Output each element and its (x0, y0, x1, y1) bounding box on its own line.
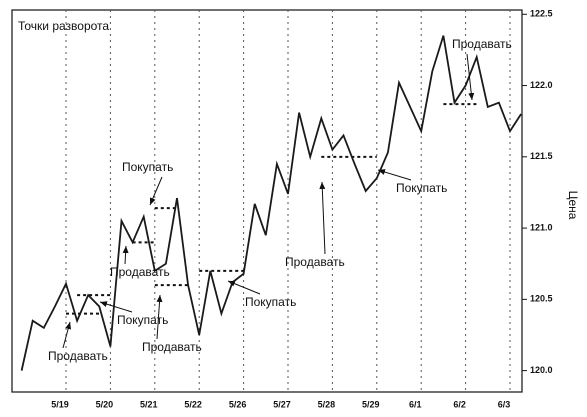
annotation-arrow (62, 321, 72, 349)
annotation: Покупать (396, 181, 447, 195)
x-tick-label: 6/2 (453, 399, 466, 409)
x-tick-label: 5/28 (318, 399, 336, 409)
x-tick-label: 5/21 (140, 399, 158, 409)
x-tick-label: 5/22 (184, 399, 202, 409)
annotation: Продавать (110, 265, 170, 279)
annotation-arrow (149, 176, 163, 206)
annotation: Продавать (142, 340, 202, 354)
x-tick-label: 6/1 (409, 399, 422, 409)
y-axis-label: Цена (566, 191, 580, 220)
annotation: Продавать (285, 255, 345, 269)
annotation: Покупать (245, 295, 296, 309)
x-tick-label: 5/20 (96, 399, 114, 409)
y-tick-label: 120.5 (530, 294, 553, 304)
annotation-arrow (227, 280, 261, 295)
annotation-arrow (122, 245, 129, 265)
annotation: Покупать (122, 160, 173, 174)
annotation: Покупать (117, 313, 168, 327)
chart-title: Точки разворота (18, 19, 109, 33)
annotation-arrow (466, 53, 475, 101)
y-tick-label: 121.5 (530, 151, 553, 161)
x-tick-label: 5/29 (362, 399, 380, 409)
annotation: Продавать (48, 349, 108, 363)
y-tick-label: 122.5 (530, 9, 553, 19)
plot-frame (11, 9, 523, 393)
x-tick-label: 5/19 (51, 399, 69, 409)
y-tick-label: 120.0 (530, 365, 553, 375)
x-tick-label: 5/27 (273, 399, 291, 409)
price-line (20, 35, 522, 371)
annotation: Продавать (452, 37, 512, 51)
annotation-arrow (319, 181, 326, 255)
y-tick-label: 121.0 (530, 222, 553, 232)
x-tick-label: 5/26 (229, 399, 247, 409)
x-tick-label: 6/3 (498, 399, 511, 409)
y-tick-label: 122.0 (530, 80, 553, 90)
annotation-arrow (377, 169, 412, 181)
annotation-arrow (156, 294, 163, 340)
annotation-arrow (99, 301, 133, 313)
